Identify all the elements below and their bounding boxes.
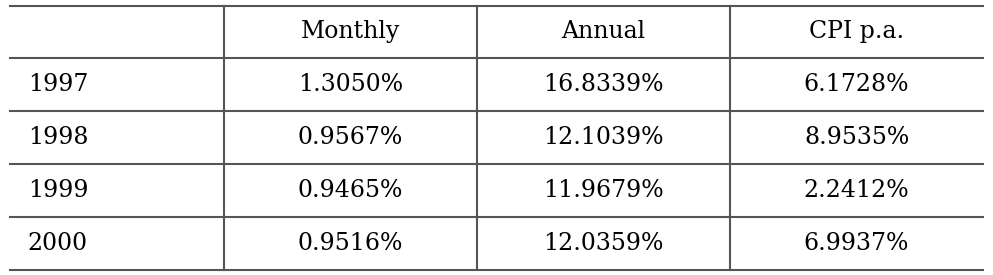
Text: 2000: 2000 (28, 232, 88, 255)
Text: 8.9535%: 8.9535% (804, 126, 910, 149)
Text: 11.9679%: 11.9679% (543, 179, 664, 202)
Text: 6.9937%: 6.9937% (804, 232, 910, 255)
Text: 0.9465%: 0.9465% (298, 179, 403, 202)
Text: CPI p.a.: CPI p.a. (809, 20, 904, 43)
Text: Annual: Annual (561, 20, 645, 43)
Text: 1999: 1999 (28, 179, 88, 202)
Text: 2.2412%: 2.2412% (803, 179, 910, 202)
Text: 1.3050%: 1.3050% (298, 73, 403, 96)
Text: 12.0359%: 12.0359% (543, 232, 663, 255)
Text: 0.9516%: 0.9516% (298, 232, 403, 255)
Text: 0.9567%: 0.9567% (298, 126, 403, 149)
Text: 1998: 1998 (28, 126, 88, 149)
Text: 1997: 1997 (28, 73, 88, 96)
Text: 6.1728%: 6.1728% (803, 73, 910, 96)
Text: Monthly: Monthly (301, 20, 400, 43)
Text: 16.8339%: 16.8339% (543, 73, 663, 96)
Text: 12.1039%: 12.1039% (543, 126, 663, 149)
